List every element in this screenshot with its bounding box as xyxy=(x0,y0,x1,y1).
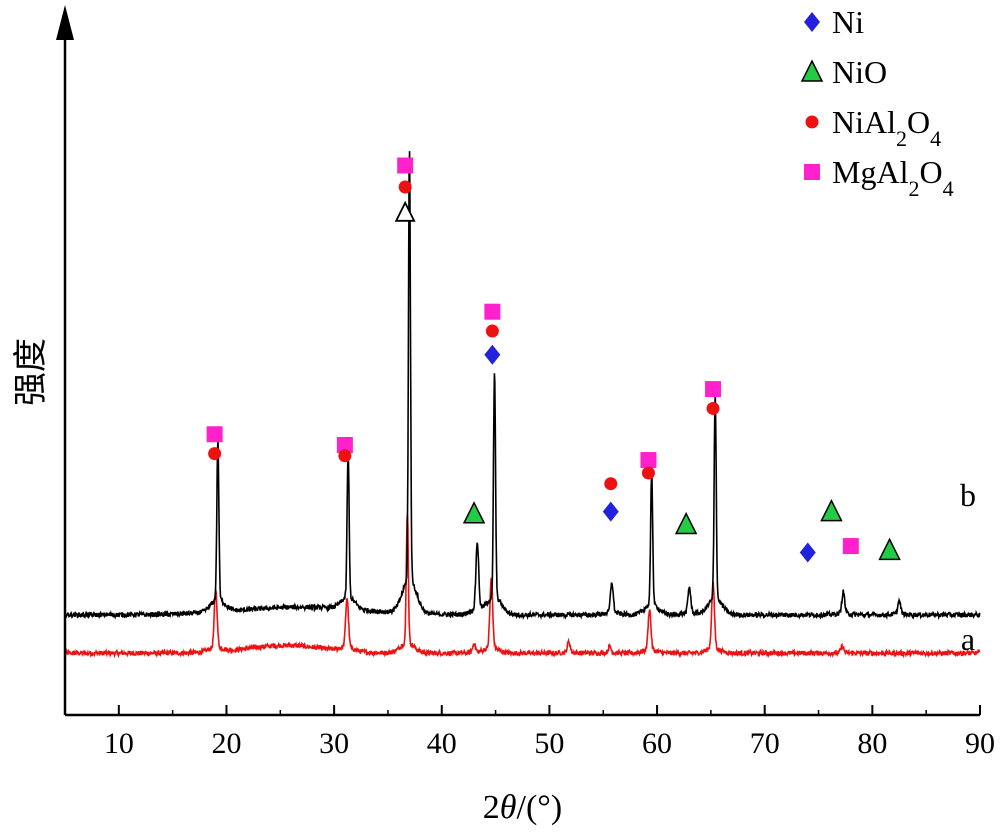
peak-marker-circle xyxy=(604,477,618,491)
peak-marker-square xyxy=(705,381,722,398)
curves xyxy=(64,151,981,659)
x-tick-label: 30 xyxy=(319,727,349,760)
peak-marker-triangle xyxy=(878,537,901,561)
y-axis-title: 强度 xyxy=(12,338,50,406)
peak-marker-square xyxy=(397,157,414,174)
axes xyxy=(56,5,980,717)
peak-marker-circle xyxy=(485,324,499,338)
legend-marker-square xyxy=(804,164,820,180)
y-axis-arrow xyxy=(56,5,74,40)
peak-marker-circle xyxy=(641,466,655,480)
x-tick-label: 90 xyxy=(965,727,995,760)
legend-label: NiO xyxy=(832,54,887,90)
peak-marker-circle xyxy=(338,449,352,463)
peak-marker-triangle-open xyxy=(394,200,416,222)
series-line-b xyxy=(65,151,981,621)
x-tick-label: 20 xyxy=(211,727,241,760)
series-line-a xyxy=(64,514,981,659)
x-tick-label: 60 xyxy=(642,727,672,760)
legend-marker-diamond xyxy=(804,12,820,32)
series-label-b: b xyxy=(960,477,976,513)
peak-marker-square xyxy=(640,452,657,469)
legend-label: MgAl2O4 xyxy=(832,154,954,201)
peak-marker-triangle xyxy=(674,511,698,535)
x-tick-label: 40 xyxy=(427,727,457,760)
x-tick-label: 10 xyxy=(104,727,134,760)
legend-marker-circle xyxy=(805,115,819,129)
peak-marker-diamond xyxy=(799,542,816,563)
x-tick-label: 80 xyxy=(857,727,887,760)
peak-marker-square xyxy=(484,303,501,320)
x-tick-label: 70 xyxy=(750,727,780,760)
peak-marker-square xyxy=(206,426,223,443)
peak-marker-circle xyxy=(208,447,222,461)
peak-marker-diamond xyxy=(484,344,501,365)
peak-marker-square xyxy=(842,538,859,555)
x-ticks: 10 20 30 40 50 60 70 80 90 xyxy=(104,705,995,760)
peak-marker-diamond xyxy=(602,501,619,522)
peak-marker-circle xyxy=(706,401,720,415)
legend-marker-triangle xyxy=(800,59,824,82)
x-tick-label: 50 xyxy=(534,727,564,760)
peak-markers xyxy=(206,157,901,563)
x-axis-title: 2θ/(°) xyxy=(483,789,562,826)
peak-marker-square xyxy=(336,437,353,453)
plot-area xyxy=(64,151,981,659)
legend-label: Ni xyxy=(832,4,864,40)
legend-label: NiAl2O4 xyxy=(832,104,941,151)
curve-labels: ab xyxy=(960,477,976,657)
peak-marker-triangle xyxy=(820,498,843,522)
peak-marker-circle xyxy=(398,180,412,194)
peak-marker-triangle xyxy=(462,501,486,524)
series-label-a: a xyxy=(961,621,975,657)
